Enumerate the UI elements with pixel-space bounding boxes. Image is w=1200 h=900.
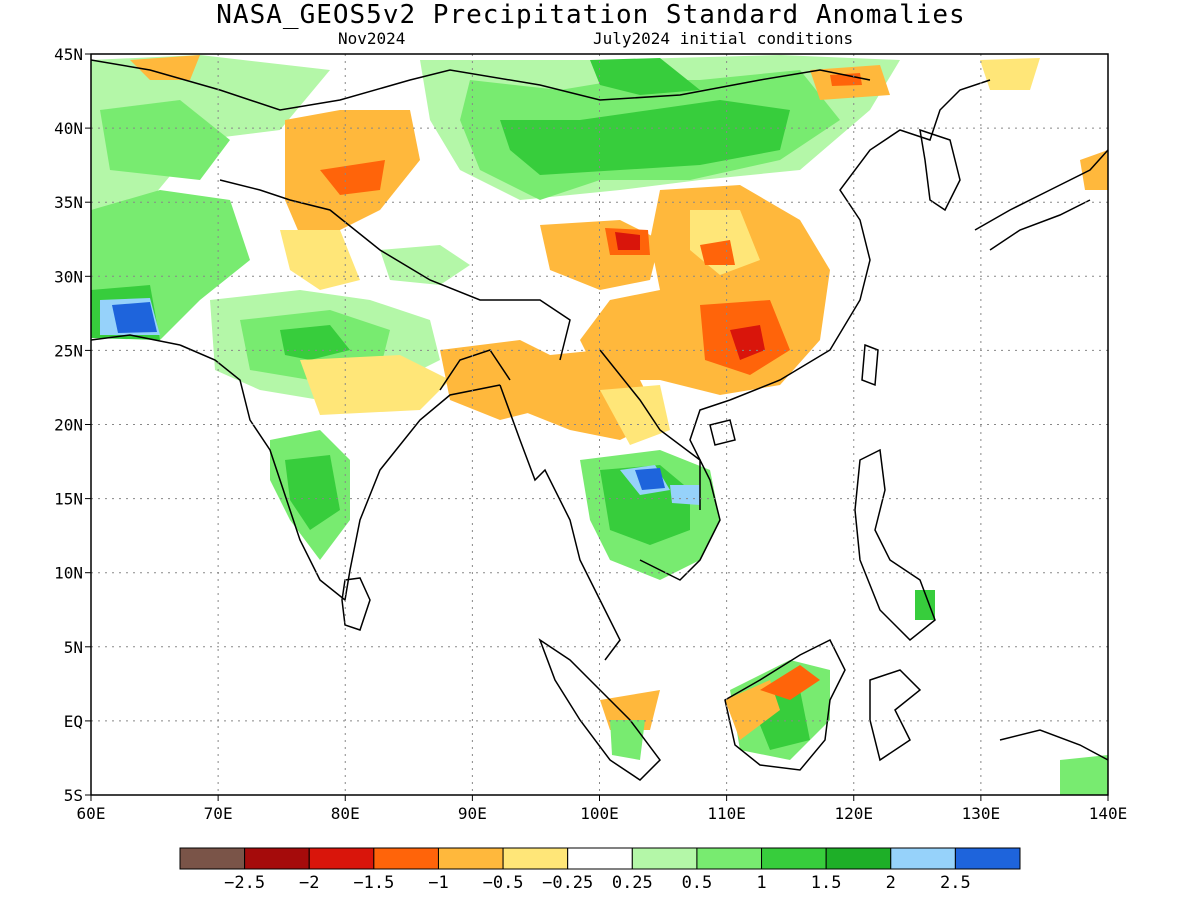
colorbar-swatch [954, 847, 1021, 870]
lat-tick-label: 30N [54, 267, 83, 286]
lat-tick-label: 25N [54, 341, 83, 360]
lat-tick-label: 5S [64, 786, 83, 805]
lon-tick-label: 110E [707, 804, 746, 823]
colorbar-label: 0.5 [682, 873, 713, 893]
colorbar-label: −0.5 [483, 873, 524, 893]
colorbar-swatch [308, 847, 375, 870]
colorbar-swatch [631, 847, 698, 870]
latitude-axis: 45N 40N 35N 30N 25N 20N 15N 10N 5N EQ 5S [54, 45, 91, 805]
colorbar-swatch [244, 847, 310, 870]
forecast-month: Nov2024 [338, 29, 406, 48]
colorbar-label: −1.5 [353, 873, 394, 893]
colorbar-swatch [825, 847, 892, 870]
lon-tick-label: 90E [458, 804, 487, 823]
lat-tick-label: 5N [64, 638, 83, 657]
lat-tick-label: 35N [54, 193, 83, 212]
colorbar-swatch [567, 847, 633, 870]
colorbar-swatch [696, 847, 763, 870]
colorbar: −2.5 −2 −1.5 −1 −0.5 −0.25 0.25 0.5 1 1.5 2 2.5 [179, 847, 1021, 893]
lon-tick-label: 60E [77, 804, 106, 823]
initial-conditions-label: July2024 initial conditions [593, 29, 854, 48]
map-title: NASA_GEOS5v2 Precipitation Standard Anom… [216, 0, 966, 30]
lon-tick-label: 120E [834, 804, 873, 823]
colorbar-label: −2.5 [224, 873, 265, 893]
coastlines [91, 59, 1108, 781]
lat-tick-label: EQ [64, 712, 83, 731]
lon-tick-label: 140E [1089, 804, 1128, 823]
lon-tick-label: 80E [331, 804, 360, 823]
colorbar-swatch [437, 847, 504, 870]
lat-tick-label: 15N [54, 490, 83, 509]
lon-tick-label: 100E [580, 804, 619, 823]
colorbar-swatch [179, 847, 246, 870]
colorbar-swatch [502, 847, 569, 870]
colorbar-swatch [890, 847, 956, 870]
graticule [91, 54, 1108, 795]
lat-tick-label: 10N [54, 564, 83, 583]
colorbar-label: 2 [886, 873, 896, 893]
anomaly-field [91, 55, 1108, 795]
lat-tick-label: 45N [54, 45, 83, 64]
longitude-axis: 60E 70E 80E 90E 100E 110E 120E 130E 140E [77, 795, 1128, 823]
lat-tick-label: 40N [54, 119, 83, 138]
colorbar-swatch [373, 847, 439, 870]
lon-tick-label: 130E [962, 804, 1001, 823]
colorbar-label: −0.25 [542, 873, 593, 893]
colorbar-label: 1 [756, 873, 766, 893]
lat-tick-label: 20N [54, 416, 83, 435]
lon-tick-label: 70E [204, 804, 233, 823]
colorbar-label: −2 [299, 873, 319, 893]
colorbar-label: −1 [428, 873, 448, 893]
colorbar-label: 0.25 [612, 873, 653, 893]
colorbar-label: 2.5 [940, 873, 971, 893]
colorbar-label: 1.5 [811, 873, 842, 893]
colorbar-swatch [761, 847, 827, 870]
